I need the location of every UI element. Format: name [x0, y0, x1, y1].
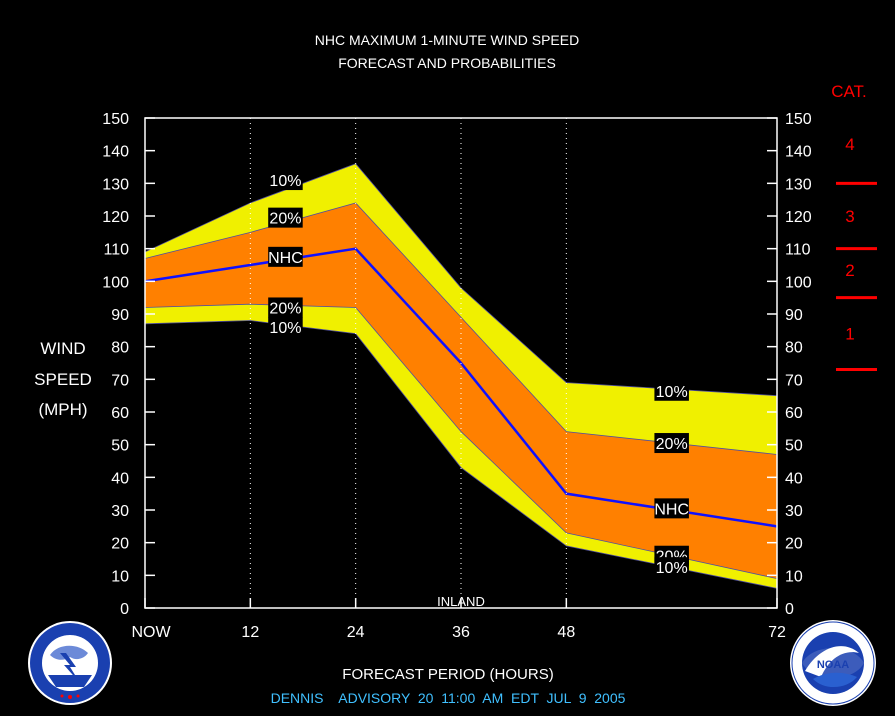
y-tick-label-right-120: 120: [785, 209, 812, 226]
series-line-upper-10: [144, 163, 778, 397]
series-line-lower-20: [144, 303, 778, 579]
y-tick-label-right-70: 70: [785, 372, 803, 389]
y-tick-label-right-50: 50: [785, 438, 803, 455]
category-header: CAT.: [831, 82, 867, 101]
noaa-logo-icon: NOAA: [790, 620, 876, 706]
series-label-3: 20%: [269, 300, 301, 317]
advisory-info: DENNIS ADVISORY 20 11:00 AM EDT JUL 9 20…: [271, 690, 626, 706]
y-tick-label-left-10: 10: [111, 568, 129, 585]
series-label-box-9: [654, 557, 689, 578]
y-tick-label-right-80: 80: [785, 340, 803, 357]
x-tick-label-72: 72: [768, 624, 786, 641]
category-label-4: 4: [845, 135, 854, 154]
y-tick-label-right-90: 90: [785, 307, 803, 324]
series-label-box-3: [268, 297, 303, 318]
probability-bands: [144, 163, 778, 589]
y-tick-label-left-20: 20: [111, 536, 129, 553]
y-tick-label-left-40: 40: [111, 470, 129, 487]
series-line-lower-10: [144, 320, 778, 589]
series-label-box-5: [654, 380, 689, 401]
series-label-box-0: [268, 170, 303, 191]
series-label-5: 10%: [656, 384, 688, 401]
y-axis-title-line3: (MPH): [38, 400, 87, 419]
chart-title-line2: FORECAST AND PROBABILITIES: [338, 55, 556, 71]
y-tick-label-left-150: 150: [102, 111, 129, 128]
y-tick-label-left-120: 120: [102, 209, 129, 226]
band-20-percent: [145, 202, 777, 579]
y-axis-title-line1: WIND: [40, 339, 85, 358]
y-axis-left: 0 10 20 30 40 50 60 70 80 90 100 110 120 130 140 150: [102, 111, 155, 618]
category-label-2: 2: [845, 261, 854, 280]
y-tick-label-left-30: 30: [111, 503, 129, 520]
category-label-1: 1: [845, 325, 854, 344]
series-label-9: 10%: [656, 560, 688, 577]
y-tick-label-right-10: 10: [785, 568, 803, 585]
y-tick-label-left-50: 50: [111, 438, 129, 455]
y-tick-label-right-140: 140: [785, 144, 812, 161]
y-tick-label-left-80: 80: [111, 340, 129, 357]
y-tick-label-left-140: 140: [102, 144, 129, 161]
category-label-3: 3: [845, 207, 854, 226]
vertical-gridlines: [249, 118, 567, 608]
series-label-4: 10%: [269, 320, 301, 337]
y-tick-label-left-100: 100: [102, 274, 129, 291]
y-tick-label-left-70: 70: [111, 372, 129, 389]
y-tick-label-left-90: 90: [111, 307, 129, 324]
x-tick-label-36: 36: [452, 624, 470, 641]
series-label-0: 10%: [269, 173, 301, 190]
y-tick-label-right-100: 100: [785, 274, 812, 291]
x-tick-label-24: 24: [347, 624, 365, 641]
y-axis-title-line2: SPEED: [34, 370, 92, 389]
y-tick-label-left-130: 130: [102, 176, 129, 193]
x-tick-label-48: 48: [557, 624, 575, 641]
x-tick-label-12: 12: [241, 624, 259, 641]
y-tick-label-right-60: 60: [785, 405, 803, 422]
y-tick-label-left-60: 60: [111, 405, 129, 422]
y-tick-label-left-110: 110: [103, 242, 129, 259]
y-tick-label-right-110: 110: [785, 242, 811, 259]
series-line-nhc: [144, 247, 778, 528]
series-label-2: NHC: [268, 250, 303, 267]
y-axis-right: 0 10 20 30 40 50 60 70 80 90 100 110 120 130 140 150: [767, 111, 812, 618]
x-axis: NOW 12 24 36 48 72: [131, 598, 786, 641]
series-label-box-7: [654, 498, 689, 519]
y-tick-label-right-40: 40: [785, 470, 803, 487]
y-tick-label-right-30: 30: [785, 503, 803, 520]
y-tick-label-right-150: 150: [785, 111, 812, 128]
series-line-upper-20: [144, 202, 778, 455]
series-label-6: 20%: [656, 436, 688, 453]
inland-annotation: INLAND: [437, 594, 485, 609]
y-tick-label-right-130: 130: [785, 176, 812, 193]
y-tick-label-left-0: 0: [120, 601, 129, 618]
y-tick-label-right-20: 20: [785, 536, 803, 553]
series-label-box-1: [268, 207, 303, 228]
series-label-box-6: [654, 433, 689, 454]
series-label-box-4: [268, 317, 303, 338]
y-tick-label-right-0: 0: [785, 601, 794, 618]
x-axis-title: FORECAST PERIOD (HOURS): [342, 666, 553, 683]
series-label-box-2: [268, 246, 303, 267]
x-tick-label-0: NOW: [131, 624, 171, 641]
y-axis-title: WIND SPEED (MPH): [34, 339, 92, 419]
series-label-7: NHC: [654, 501, 689, 518]
noaa-logo-text: NOAA: [817, 659, 849, 671]
chart-title-line1: NHC MAXIMUM 1-MINUTE WIND SPEED: [315, 32, 579, 48]
nws-logo-icon: [28, 621, 112, 705]
saffir-simpson-categories: 4 3 2 1: [836, 135, 877, 372]
series-label-1: 20%: [269, 211, 301, 228]
